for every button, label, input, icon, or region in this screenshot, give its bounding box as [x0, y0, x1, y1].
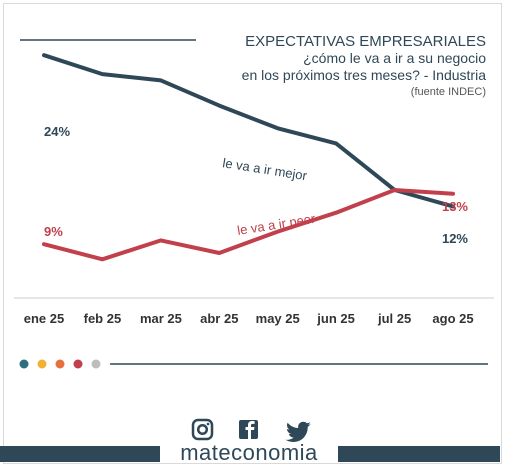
decor-dot — [73, 359, 83, 369]
data-label-mejor-end: 12% — [442, 231, 468, 246]
series-line-peor — [42, 188, 455, 262]
chart-source: (fuente INDEC) — [411, 86, 486, 98]
data-label-peor-start: 9% — [44, 224, 63, 239]
series-layer — [42, 53, 455, 262]
brand-wordmark: mateconomia — [180, 440, 318, 465]
chart-subtitle-2: en los próximos tres meses? - Industria — [242, 67, 487, 83]
decor-dot — [37, 359, 47, 369]
chart-card — [3, 3, 502, 464]
x-tick-labels: ene 25 feb 25 mar 25 abr 25 may 25 jun 25 jul … — [24, 311, 474, 326]
decor-dot — [91, 359, 101, 369]
x-tick-label: jun 25 — [316, 311, 355, 326]
x-tick-label: mar 25 — [140, 311, 182, 326]
series-label-mejor: le va a ir mejor — [222, 155, 309, 183]
footer-bar-right — [338, 446, 500, 462]
data-label-mejor-start: 24% — [44, 124, 70, 139]
x-tick-label: may 25 — [256, 311, 300, 326]
x-tick-label: ene 25 — [24, 311, 64, 326]
data-label-peor-end: 13% — [442, 199, 468, 214]
color-dots — [19, 359, 101, 369]
x-tick-label: abr 25 — [200, 311, 238, 326]
chart-title: EXPECTATIVAS EMPRESARIALES — [245, 33, 486, 50]
facebook-icon[interactable] — [239, 420, 258, 439]
decor-dot — [19, 359, 29, 369]
chart-subtitle-1: ¿cómo le va a ir a su negocio — [303, 50, 486, 66]
twitter-icon[interactable] — [285, 421, 311, 442]
decor-dot — [55, 359, 65, 369]
footer-bar-left — [0, 446, 160, 462]
instagram-icon[interactable] — [191, 418, 214, 441]
x-tick-label: ago 25 — [432, 311, 473, 326]
x-tick-label: feb 25 — [84, 311, 122, 326]
series-line-mejor — [42, 53, 455, 209]
x-tick-label: jul 25 — [377, 311, 411, 326]
